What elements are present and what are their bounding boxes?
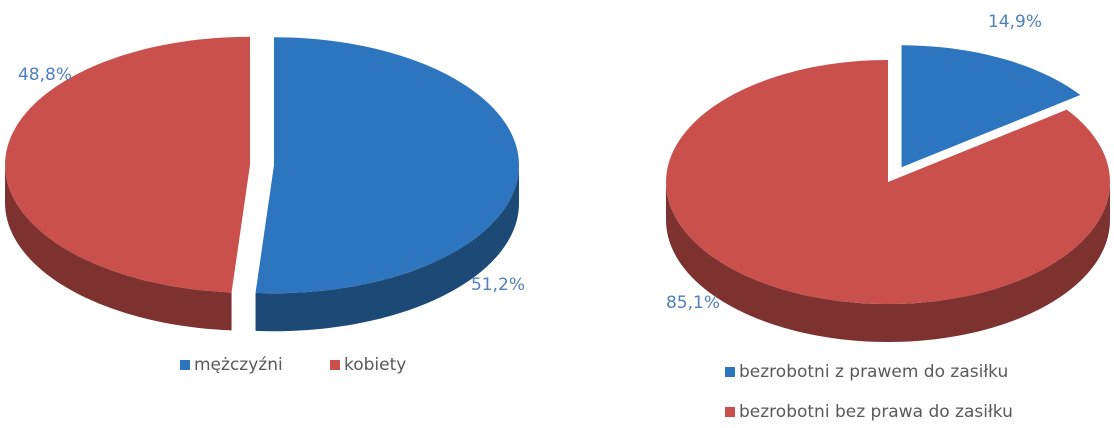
pie-slice-side [5,164,232,331]
legend-swatch [725,367,735,377]
legend-label: bezrobotni bez prawa do zasiłku [739,402,1013,422]
legend-label: kobiety [344,355,406,375]
pie-slice [901,45,1081,168]
pie-slice [255,37,519,294]
pie-slice [5,36,251,293]
data-label: 51,2% [471,275,525,295]
data-label: 48,8% [18,65,72,85]
data-label: 85,1% [666,293,720,313]
legend-swatch [725,407,735,417]
legend-label: mężczyźni [194,355,283,375]
legend-swatch [180,360,190,370]
data-label: 14,9% [988,12,1042,32]
pie-slice [666,60,1110,304]
legend-swatch [330,360,340,370]
pie-slice-side [255,165,519,332]
pie-slice-side [666,182,1110,342]
legend-label: bezrobotni z prawem do zasiłku [739,362,1008,382]
